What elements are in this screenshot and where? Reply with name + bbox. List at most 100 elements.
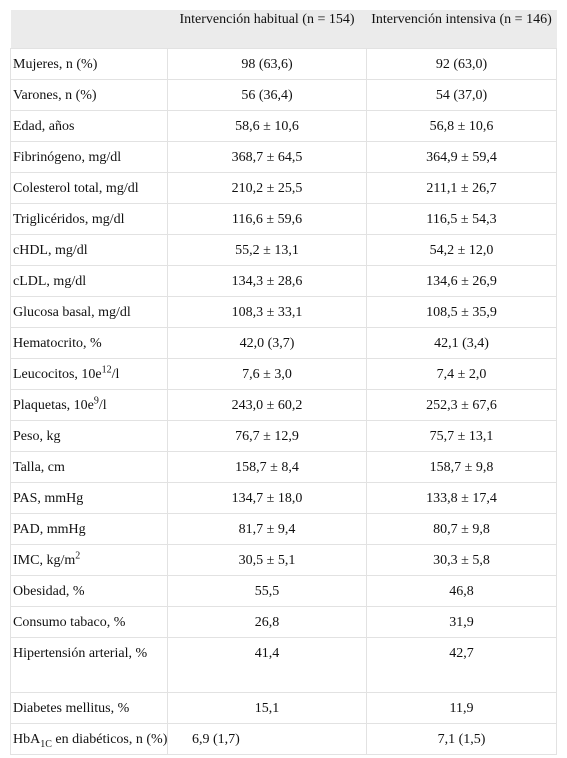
value-cell: 134,7 ± 18,0 — [167, 482, 367, 514]
table-row: Hipertensión arterial, % 41,4 42,7 — [10, 637, 557, 693]
value-cell: 134,6 ± 26,9 — [366, 265, 557, 297]
value-cell: 15,1 — [167, 692, 367, 724]
table-row: cHDL, mg/dl 55,2 ± 13,1 54,2 ± 12,0 — [10, 234, 557, 266]
value-cell: 80,7 ± 9,8 — [366, 513, 557, 545]
table-row: Triglicéridos, mg/dl 116,6 ± 59,6 116,5 ± … — [10, 203, 557, 235]
label-part: Leucocitos, 10e — [13, 366, 102, 382]
label-part: /l — [98, 397, 107, 413]
value-cell: 211,1 ± 26,7 — [366, 172, 557, 204]
value-cell: 55,5 — [167, 575, 367, 607]
row-label: Obesidad, % — [10, 575, 168, 607]
value-cell: 42,1 (3,4) — [366, 327, 557, 359]
data-table: Intervención habitual (n = 154) Interven… — [10, 10, 557, 755]
value-cell: 98 (63,6) — [167, 48, 367, 80]
table-row: Hematocrito, % 42,0 (3,7) 42,1 (3,4) — [10, 327, 557, 359]
value-cell: 30,3 ± 5,8 — [366, 544, 557, 576]
value-cell: 108,3 ± 33,1 — [167, 296, 367, 328]
value-cell: 134,3 ± 28,6 — [167, 265, 367, 297]
value-cell: 75,7 ± 13,1 — [366, 420, 557, 452]
table-row: Edad, años 58,6 ± 10,6 56,8 ± 10,6 — [10, 110, 557, 142]
row-label: Leucocitos, 10e12/l — [10, 358, 168, 390]
value-cell: 56 (36,4) — [167, 79, 367, 111]
value-cell: 81,7 ± 9,4 — [167, 513, 367, 545]
value-cell: 7,6 ± 3,0 — [167, 358, 367, 390]
label-part: 12 — [101, 363, 112, 375]
label-part: 2 — [75, 549, 81, 561]
value-cell: 7,1 (1,5) — [366, 723, 557, 755]
table-header: Intervención habitual (n = 154) Interven… — [10, 10, 557, 49]
value-cell: 54,2 ± 12,0 — [366, 234, 557, 266]
table-row: Colesterol total, mg/dl 210,2 ± 25,5 211,1… — [10, 172, 557, 204]
row-label: Hematocrito, % — [10, 327, 168, 359]
value-cell: 76,7 ± 12,9 — [167, 420, 367, 452]
table-row: Talla, cm 158,7 ± 8,4 158,7 ± 9,8 — [10, 451, 557, 483]
value-cell: 6,9 (1,7) — [167, 723, 367, 755]
label-part: 1C — [40, 738, 52, 750]
label-part: 9 — [93, 394, 99, 406]
row-label: Fibrinógeno, mg/dl — [10, 141, 168, 173]
row-label: Colesterol total, mg/dl — [10, 172, 168, 204]
table-row: Plaquetas, 10e9/l 243,0 ± 60,2 252,3 ± 67,… — [10, 389, 557, 421]
table-row: PAS, mmHg 134,7 ± 18,0 133,8 ± 17,4 — [10, 482, 557, 514]
value-cell: 368,7 ± 64,5 — [167, 141, 367, 173]
value-cell: 26,8 — [167, 606, 367, 638]
table-row: Obesidad, % 55,5 46,8 — [10, 575, 557, 607]
row-label: Varones, n (%) — [10, 79, 168, 111]
value-cell: 55,2 ± 13,1 — [167, 234, 367, 266]
row-label: IMC, kg/m2 — [10, 544, 168, 576]
value-cell: 252,3 ± 67,6 — [366, 389, 557, 421]
table-body: Mujeres, n (%) 98 (63,6) 92 (63,0) Varones,… — [10, 48, 557, 755]
label-part: IMC, kg/m — [13, 552, 76, 568]
row-label: cHDL, mg/dl — [10, 234, 168, 266]
value-cell: 42,0 (3,7) — [167, 327, 367, 359]
row-label: Consumo tabaco, % — [10, 606, 168, 638]
value-cell: 30,5 ± 5,1 — [167, 544, 367, 576]
value-cell: 92 (63,0) — [366, 48, 557, 80]
value-cell: 56,8 ± 10,6 — [366, 110, 557, 142]
table-row: Fibrinógeno, mg/dl 368,7 ± 64,5 364,9 ± 59… — [10, 141, 557, 173]
table-row: HbA1C en diabéticos, n (%) 6,9 (1,7) 7,1 (… — [10, 723, 557, 755]
value-cell: 31,9 — [366, 606, 557, 638]
table-row: Varones, n (%) 56 (36,4) 54 (37,0) — [10, 79, 557, 111]
header-cell — [10, 10, 168, 49]
value-cell: 210,2 ± 25,5 — [167, 172, 367, 204]
value-cell: 42,7 — [366, 637, 557, 693]
value-cell: 7,4 ± 2,0 — [366, 358, 557, 390]
table-row: IMC, kg/m2 30,5 ± 5,1 30,3 ± 5,8 — [10, 544, 557, 576]
label-part: HbA — [13, 731, 41, 747]
table-row: Diabetes mellitus, % 15,1 11,9 — [10, 692, 557, 724]
header-row: Intervención habitual (n = 154) Interven… — [10, 10, 557, 49]
table-row: Glucosa basal, mg/dl 108,3 ± 33,1 108,5 ± … — [10, 296, 557, 328]
value-cell: 133,8 ± 17,4 — [366, 482, 557, 514]
value-cell: 158,7 ± 8,4 — [167, 451, 367, 483]
row-label: Hipertensión arterial, % — [10, 637, 168, 693]
table-row: Peso, kg 76,7 ± 12,9 75,7 ± 13,1 — [10, 420, 557, 452]
row-label: Mujeres, n (%) — [10, 48, 168, 80]
value-cell: 243,0 ± 60,2 — [167, 389, 367, 421]
table-row: Consumo tabaco, % 26,8 31,9 — [10, 606, 557, 638]
label-part: /l — [111, 366, 120, 382]
value-cell: 116,6 ± 59,6 — [167, 203, 367, 235]
row-label: Glucosa basal, mg/dl — [10, 296, 168, 328]
row-label: PAS, mmHg — [10, 482, 168, 514]
label-part: Plaquetas, 10e — [13, 397, 94, 413]
value-cell: 11,9 — [366, 692, 557, 724]
row-label: PAD, mmHg — [10, 513, 168, 545]
value-cell: 54 (37,0) — [366, 79, 557, 111]
value-cell: 108,5 ± 35,9 — [366, 296, 557, 328]
value-cell: 364,9 ± 59,4 — [366, 141, 557, 173]
row-label: cLDL, mg/dl — [10, 265, 168, 297]
value-cell: 58,6 ± 10,6 — [167, 110, 367, 142]
label-part: en diabéticos, n (%) — [51, 731, 168, 747]
value-cell: 46,8 — [366, 575, 557, 607]
row-label: Talla, cm — [10, 451, 168, 483]
header-cell: Intervención intensiva (n = 146) — [366, 10, 557, 49]
table-row: Mujeres, n (%) 98 (63,6) 92 (63,0) — [10, 48, 557, 80]
header-cell: Intervención habitual (n = 154) — [167, 10, 367, 49]
row-label: Plaquetas, 10e9/l — [10, 389, 168, 421]
value-cell: 116,5 ± 54,3 — [366, 203, 557, 235]
table-row: cLDL, mg/dl 134,3 ± 28,6 134,6 ± 26,9 — [10, 265, 557, 297]
row-label: Edad, años — [10, 110, 168, 142]
table-row: Leucocitos, 10e12/l 7,6 ± 3,0 7,4 ± 2,0 — [10, 358, 557, 390]
